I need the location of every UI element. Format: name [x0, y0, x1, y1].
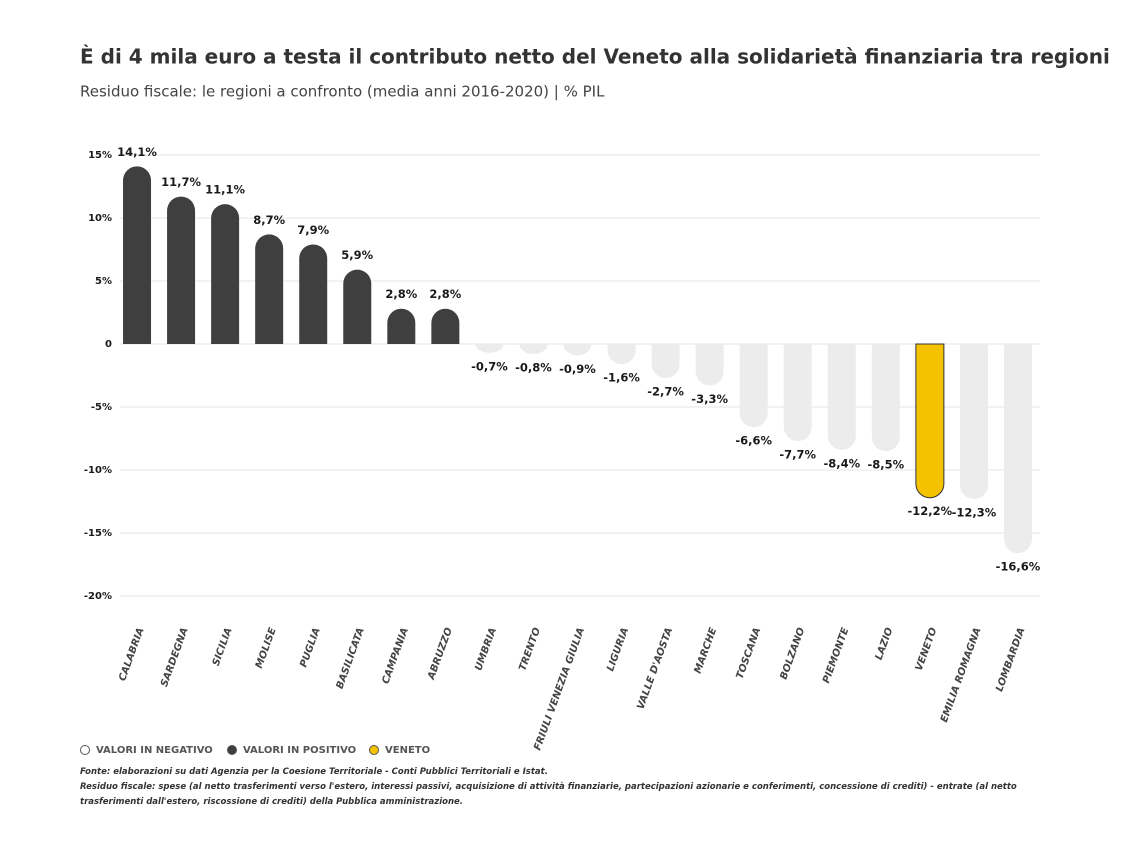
x-tick-label: TOSCANA: [735, 626, 764, 680]
bar: [299, 244, 328, 344]
x-tick-label: PUGLIA: [298, 626, 323, 669]
value-label: -12,2%: [908, 504, 953, 518]
x-tick-label: CALABRIA: [117, 626, 146, 682]
value-label: -7,7%: [779, 448, 816, 462]
x-tick-label: SICILIA: [211, 626, 235, 667]
value-label: -12,3%: [952, 505, 997, 519]
value-label: -6,6%: [735, 434, 772, 448]
x-tick-label: LIGURIA: [605, 626, 631, 673]
bar: [123, 166, 152, 344]
bar: [739, 344, 768, 428]
x-tick-label: BASILICATA: [335, 626, 367, 690]
value-label: 2,8%: [385, 287, 417, 301]
y-tick-label: -15%: [84, 528, 112, 539]
y-tick-label: -5%: [91, 402, 112, 413]
chart-subtitle: Residuo fiscale: le regioni a confronto …: [80, 83, 605, 101]
y-tick-label: -20%: [84, 591, 112, 602]
bar: [783, 344, 812, 442]
value-label: 8,7%: [253, 213, 285, 227]
x-tick-label: MARCHE: [693, 626, 720, 675]
bar: [387, 308, 416, 344]
bar: [563, 344, 592, 356]
bar: [519, 344, 548, 355]
x-tick-label: SARDEGNA: [159, 626, 191, 688]
x-tick-label: PIEMONTE: [821, 626, 851, 685]
y-tick-label: -10%: [84, 465, 112, 476]
x-tick-label: CAMPANIA: [380, 626, 411, 685]
bar: [827, 344, 856, 450]
value-label: -1,6%: [603, 371, 640, 385]
value-label: -0,8%: [515, 361, 552, 375]
bar: [607, 344, 636, 365]
x-tick-label: UMBRIA: [473, 626, 499, 672]
value-label: -0,7%: [471, 359, 508, 373]
value-label: -16,6%: [996, 560, 1041, 574]
bar: [1003, 344, 1032, 554]
value-label: -8,4%: [823, 456, 860, 470]
value-label: -2,7%: [647, 385, 684, 399]
x-tick-label: EMILIA ROMAGNA: [939, 626, 984, 724]
value-label: 7,9%: [297, 223, 329, 237]
x-tick-label: LAZIO: [874, 626, 896, 662]
bar: [871, 344, 900, 452]
legend-marker: [80, 745, 90, 755]
x-tick-label: LOMBARDIA: [994, 626, 1027, 693]
bar: [695, 344, 724, 386]
bar: [343, 269, 372, 344]
legend-marker: [369, 745, 379, 755]
legend-label: VALORI IN NEGATIVO: [96, 745, 213, 756]
x-tick-label: TRENTO: [517, 626, 543, 673]
bar: [255, 234, 284, 344]
y-tick-label: 10%: [88, 213, 112, 224]
value-label: 2,8%: [429, 287, 461, 301]
legend-label: VALORI IN POSITIVO: [243, 745, 356, 756]
x-tick-label: BOLZANO: [778, 626, 807, 681]
x-tick-label: ABRUZZO: [426, 626, 455, 682]
value-label: 14,1%: [117, 145, 157, 159]
bar: [167, 196, 196, 344]
source-note: Fonte: elaborazioni su dati Agenzia per …: [80, 767, 548, 777]
bar: [915, 343, 945, 499]
chart-title: È di 4 mila euro a testa il contributo n…: [80, 45, 1110, 69]
y-tick-label: 5%: [95, 276, 112, 287]
bar: [475, 344, 504, 353]
bar: [959, 344, 988, 499]
x-tick-label: MOLISE: [254, 626, 279, 670]
value-label: 11,7%: [161, 175, 201, 189]
value-label: 5,9%: [341, 248, 373, 262]
bar: [431, 308, 460, 344]
value-label: -0,9%: [559, 362, 596, 376]
x-tick-label: FRIULI VENEZIA GIULIA: [532, 626, 587, 752]
y-tick-label: 15%: [88, 150, 112, 161]
bar: [651, 344, 680, 379]
value-label: -8,5%: [867, 458, 904, 472]
bar: [211, 204, 240, 344]
value-label: 11,1%: [205, 183, 245, 197]
legend-marker: [227, 745, 237, 755]
legend-label: VENETO: [385, 745, 430, 756]
y-tick-label: 0: [105, 339, 112, 350]
x-tick-label: VALLE D'AOSTA: [635, 626, 675, 711]
definition-note: Residuo fiscale: spese (al netto trasfer…: [80, 782, 1017, 807]
value-label: -3,3%: [691, 392, 728, 406]
x-tick-label: VENETO: [914, 626, 940, 673]
